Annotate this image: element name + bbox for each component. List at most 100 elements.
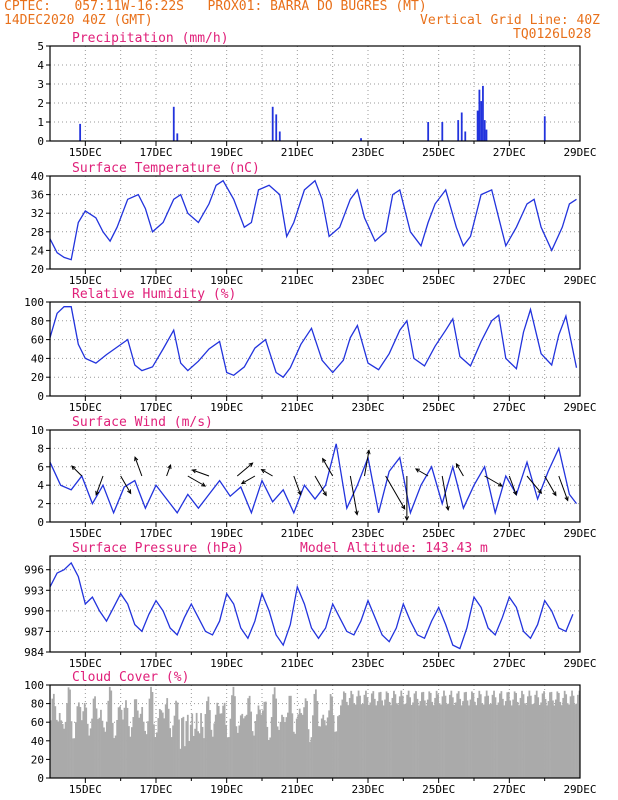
cloud-ytick-label: 100 [24, 679, 44, 692]
wind-ytick-label: 8 [37, 442, 44, 455]
wind-arrows [71, 449, 569, 522]
cloud-bar [353, 703, 356, 778]
cloud-bar [460, 705, 463, 778]
cloud-bar [256, 714, 258, 778]
cloud-bar [453, 704, 456, 778]
cloud-bar [241, 713, 244, 778]
precip-xtick-label: 15DEC [69, 146, 102, 159]
cloud-bar [307, 729, 310, 778]
cloud-bar [287, 712, 289, 778]
cloud-bar [206, 701, 208, 778]
wind-arrow [322, 458, 334, 477]
cloud-bar [328, 710, 331, 778]
cloud-bar [429, 692, 432, 778]
temp-xtick-label: 27DEC [493, 274, 526, 287]
cloud-bar [390, 705, 392, 778]
cloud-bar [130, 727, 133, 778]
cloud-bar [325, 725, 328, 778]
wind-arrow-head [512, 490, 518, 496]
cloud-bar [253, 735, 255, 778]
cloud-bar [278, 729, 280, 778]
wind-series-line [49, 443, 578, 516]
cloud-bar [238, 725, 241, 778]
cloud-bar [209, 710, 211, 778]
cloud-bar [540, 702, 543, 778]
cloud-bar [211, 736, 214, 778]
pressure-xtick-label: 23DEC [351, 657, 384, 670]
cloud-bar [82, 711, 85, 778]
temp-ytick-label: 32 [31, 207, 44, 220]
cloud-bar [499, 693, 501, 778]
cloud-bar [487, 695, 490, 778]
cloud-bar [393, 690, 395, 778]
cloud-bar [259, 709, 261, 778]
wind-ytick-label: 6 [37, 461, 44, 474]
rh-xtick-label: 19DEC [210, 401, 243, 414]
wind-arrow [455, 463, 464, 477]
cloud-bar [497, 702, 500, 778]
precip-bar [476, 110, 479, 141]
temp-panel [46, 175, 581, 274]
temp-ytick-label: 36 [31, 189, 44, 202]
precip-bar [483, 120, 486, 141]
cloud-bar [86, 723, 89, 778]
wind-xtick-label: 25DEC [422, 527, 455, 540]
cloud-xtick-label: 19DEC [210, 783, 243, 796]
cloud-bar [319, 726, 322, 778]
wind-arrow-head [127, 489, 132, 495]
cloud-bar [98, 717, 101, 778]
precip-bar [271, 106, 274, 141]
cloud-bar [365, 690, 367, 778]
cloud-bar [113, 738, 116, 778]
wind-ytick-label: 10 [31, 424, 44, 437]
cloud-bar [79, 706, 82, 778]
cloud-bar [385, 691, 388, 778]
cloud-bar [518, 705, 520, 778]
rh-ytick-label: 80 [31, 315, 44, 328]
cloud-bar [320, 718, 323, 778]
rh-ytick-label: 100 [24, 296, 44, 309]
cloud-bar [525, 704, 528, 778]
cloud-bar [569, 696, 572, 778]
precip-bar [79, 123, 82, 141]
cloud-bar [547, 701, 550, 778]
precip-ytick-label: 2 [37, 97, 44, 110]
cloud-bar [189, 724, 192, 778]
cloud-bar [403, 704, 406, 778]
cloud-bar [95, 708, 98, 778]
cloud-bar [572, 695, 575, 778]
cloud-bar [504, 701, 507, 778]
cloud-bar [263, 701, 266, 778]
cloud-bar [484, 696, 487, 778]
wind-arrow [192, 469, 210, 477]
cloud-bar [107, 700, 110, 778]
cloud-bar [409, 697, 411, 778]
cloud-bar [335, 731, 338, 778]
wind-xtick-label: 19DEC [210, 527, 243, 540]
cloud-bar [141, 707, 144, 778]
cloud-bar [269, 737, 272, 778]
cloud-bar [242, 718, 245, 778]
cloud-bar [384, 699, 386, 778]
cloud-bar [471, 691, 473, 778]
cloud-bar [185, 721, 188, 778]
wind-arrow [363, 450, 370, 477]
cloud-bar [120, 709, 123, 778]
precip-panel [46, 45, 581, 146]
cloud-bar [85, 707, 88, 778]
cloud-bar [200, 713, 202, 778]
cloud-bar [438, 703, 441, 778]
cloud-ytick-label: 20 [31, 753, 44, 766]
cloud-bar [194, 728, 197, 778]
precip-xtick-label: 17DEC [139, 146, 172, 159]
cloud-bars [50, 686, 581, 778]
cloud-bar [426, 699, 429, 778]
cloud-bar [382, 705, 385, 778]
cloud-bar [552, 700, 554, 778]
cloud-bar [418, 705, 420, 778]
cloud-bar [179, 748, 182, 778]
precip-frame [49, 45, 581, 142]
wind-arrow [166, 464, 172, 477]
cloud-bar [160, 710, 163, 778]
cloud-bar [52, 693, 55, 778]
